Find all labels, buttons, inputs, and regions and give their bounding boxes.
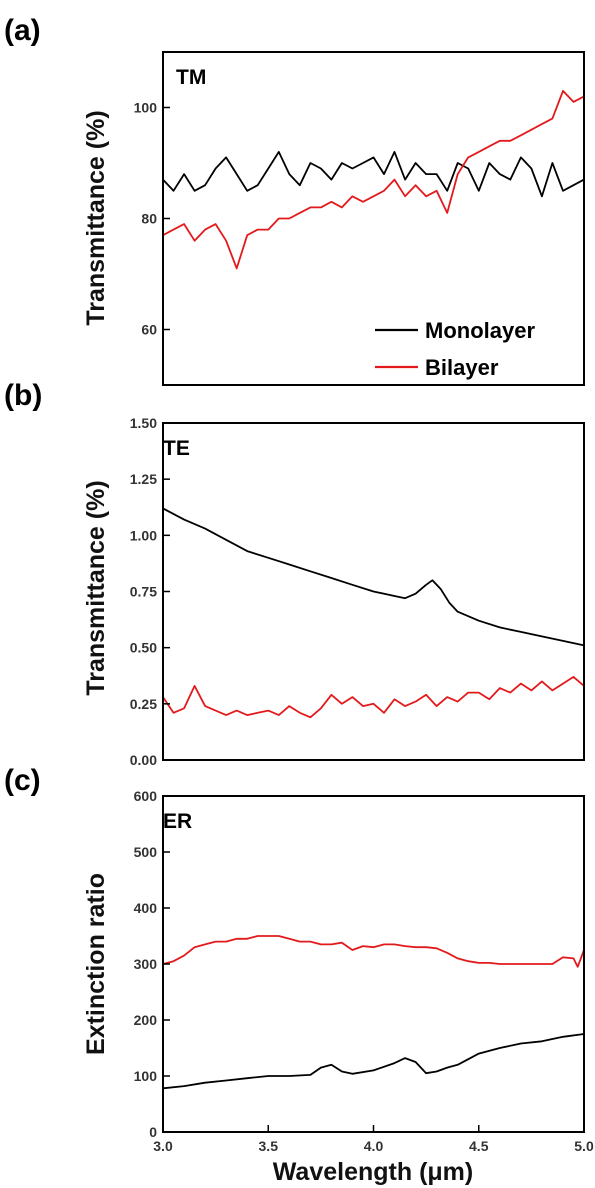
panel-c-series-monolayer-line (162, 1033, 585, 1090)
panel-c: (c) ER 0 100 200 300 400 500 600 3.0 3.5 4.0 4.5 5… (4, 764, 594, 1186)
panel-c-tag: ER (163, 810, 192, 833)
legend-bilayer-label: Bilayer (425, 355, 499, 380)
panel-b: (b) TE 0.00 0.25 0.50 0.75 1.00 1.25 1.50 Tran… (4, 379, 585, 768)
panel-b-plot (162, 507, 585, 719)
panel-a: (a) TM 60 80 100 Transmittance (%) Monolay… (4, 14, 585, 386)
panel-c-xlabel: Wavelength (μm) (273, 1158, 474, 1186)
panel-a-ylabel: Transmittance (%) (82, 110, 110, 325)
panel-a-tag: TM (176, 66, 206, 89)
panel-b-tag: TE (163, 437, 190, 460)
panel-c-y-tick-label-2: 200 (134, 1012, 158, 1028)
panel-b-series-monolayer-line (162, 507, 585, 647)
panel-c-y-tick-label-6: 600 (134, 788, 158, 804)
panel-c-x-tick-label-2: 4.0 (364, 1138, 384, 1154)
panel-a-letter: (a) (4, 14, 41, 47)
panel-c-y-tick-label-3: 300 (134, 956, 158, 972)
panel-a-series-bilayer-line (162, 90, 585, 270)
panel-a-y-tick-label-1: 80 (141, 211, 157, 227)
panel-b-y-tick-label-5: 1.25 (130, 471, 157, 487)
panel-c-x-tick-label-0: 3.0 (153, 1138, 173, 1154)
legend-monolayer-label: Monolayer (425, 318, 535, 343)
panel-a-plot (162, 90, 585, 270)
panel-b-y-tick-label-6: 1.50 (130, 415, 157, 431)
panel-c-y-tick-label-1: 100 (134, 1068, 158, 1084)
panel-b-y-tick-label-3: 0.75 (130, 584, 157, 600)
panel-c-ylabel: Extinction ratio (82, 873, 110, 1055)
panel-b-ylabel: Transmittance (%) (82, 480, 110, 695)
panel-c-y-ticks: 0 100 200 300 400 500 600 (134, 788, 170, 1140)
panel-b-series-bilayer-line (162, 676, 585, 719)
panel-b-y-tick-label-2: 0.50 (130, 640, 157, 656)
panel-a-series-monolayer-line (162, 151, 585, 198)
panel-b-y-ticks: 0.00 0.25 0.50 0.75 1.00 1.25 1.50 (130, 415, 170, 768)
panel-a-y-tick-label-2: 100 (134, 100, 158, 116)
panel-c-x-tick-label-4: 5.0 (574, 1138, 594, 1154)
legend: Monolayer Bilayer (375, 318, 535, 380)
panel-b-y-tick-label-4: 1.00 (130, 527, 157, 543)
panel-c-plot (162, 935, 585, 1090)
panel-b-y-tick-label-0: 0.00 (130, 752, 157, 768)
panel-a-y-ticks: 60 80 100 (134, 100, 170, 338)
panel-c-letter: (c) (4, 764, 41, 797)
panel-c-series-bilayer-line (162, 935, 585, 968)
panel-c-y-tick-label-0: 0 (149, 1124, 157, 1140)
panel-b-y-tick-label-1: 0.25 (130, 696, 157, 712)
panel-c-y-tick-label-4: 400 (134, 900, 158, 916)
panel-b-letter: (b) (4, 379, 42, 412)
panel-c-x-tick-label-1: 3.5 (259, 1138, 279, 1154)
panel-c-x-tick-label-3: 4.5 (469, 1138, 489, 1154)
panel-c-x-ticks: 3.0 3.5 4.0 4.5 5.0 (153, 1125, 594, 1154)
panel-a-y-tick-label-0: 60 (141, 322, 157, 338)
panel-c-y-tick-label-5: 500 (134, 844, 158, 860)
